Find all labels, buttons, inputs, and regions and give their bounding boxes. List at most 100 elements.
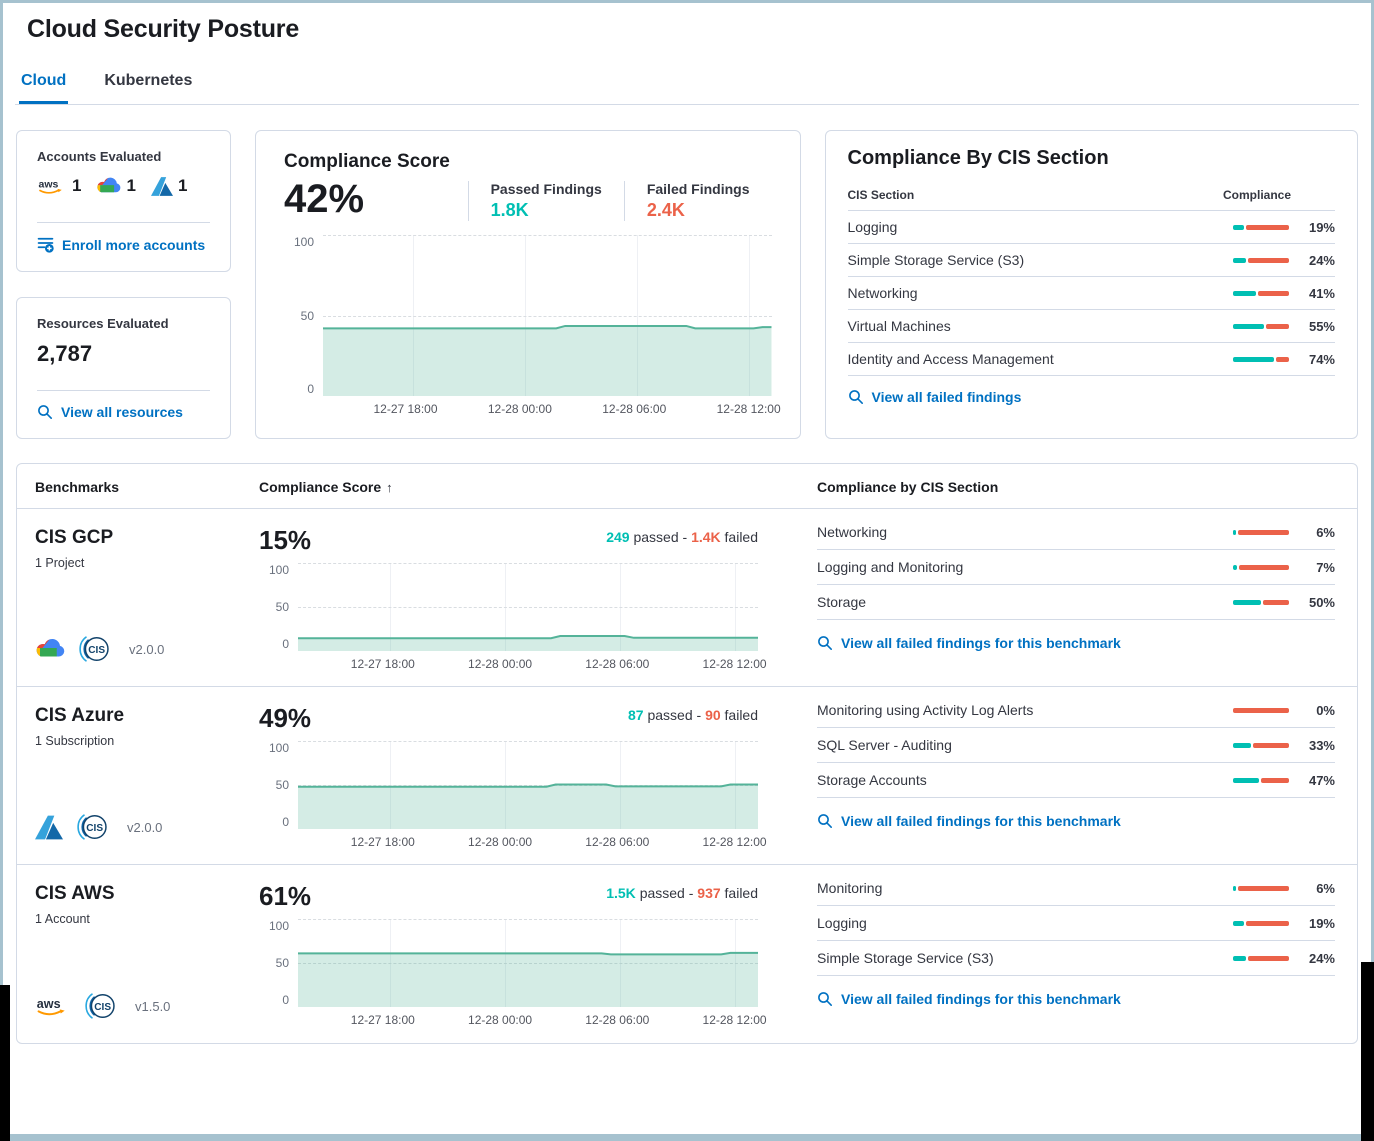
cis-section-row: Simple Storage Service (S3) 24% [847,243,1335,276]
azure-logo-icon [150,176,173,196]
benchmark-row-azure-info: CIS Azure 1 Subscription CIS v2.0.0 [17,687,259,865]
failed-findings-value: 2.4K [646,200,685,220]
cis-section-row: Identity and Access Management 74% [847,342,1335,375]
aws-account-count: aws 1 [38,176,82,195]
compliance-bar [1233,224,1289,230]
compliance-bar [1233,920,1289,926]
screenshot-artifact [0,985,10,1141]
compliance-bar [1233,529,1289,535]
compliance-bar [1233,599,1289,605]
cis-section-row: Virtual Machines 55% [847,309,1335,342]
cis-section-row: Simple Storage Service (S3) 24% [817,941,1335,976]
gcp-compliance-trend-chart [298,563,758,651]
card-divider [37,390,210,391]
compliance-bar [1233,707,1289,713]
passed-findings: Passed Findings 1.8K [467,181,624,221]
benchmark-version: v2.0.0 [129,641,165,657]
benchmark-name: CIS GCP [35,527,114,548]
compliance-score-card: Compliance Score 42% Passed Findings 1.8… [255,130,801,439]
gcp-logo-icon [36,638,65,657]
benchmark-pass-fail-summary: 1.5K passed - 937 failed [606,885,758,901]
tab-kubernetes[interactable]: Kubernetes [104,72,193,89]
benchmark-scope: 1 Account [35,912,90,926]
sort-ascending-icon: ↑ [386,480,393,495]
benchmark-score: 61% [259,881,312,911]
compliance-bar [1233,955,1289,961]
cis-logo-icon: CIS [77,814,107,840]
aws-logo-icon: aws [37,997,65,1016]
x-axis-labels: 12-27 18:00 12-28 00:00 12-28 06:00 12-28 1… [350,657,767,671]
cis-section-row: Storage Accounts 47% [817,763,1335,798]
search-icon [818,992,832,1006]
azure-logo-icon [35,815,63,839]
y-axis-labels: 100 50 0 [268,741,289,829]
compliance-bar [1233,323,1289,329]
x-axis-labels: 12-27 18:00 12-28 00:00 12-28 06:00 12-28 1… [373,402,781,416]
card-divider [37,222,210,223]
compliance-score-title: Compliance Score [284,151,450,172]
cis-section-row: Monitoring 6% [817,871,1335,906]
benchmark-row-gcp-info: CIS GCP 1 Project CIS v2.0.0 [17,509,259,687]
cis-section-row: Networking 6% [817,515,1335,550]
failed-findings: Failed Findings 2.4K [623,181,772,221]
cis-section-row: Logging and Monitoring 7% [817,550,1335,585]
overall-compliance-trend-chart [323,235,772,396]
search-icon [848,390,863,404]
tab-cloud[interactable]: Cloud [19,68,69,104]
compliance-score-column-header[interactable]: Compliance Score ↑ [259,464,786,509]
compliance-bar [1233,356,1289,362]
cis-logo-icon: CIS [85,993,115,1019]
y-axis-labels: 100 50 0 [268,919,289,1007]
svg-text:CIS: CIS [86,823,103,834]
benchmark-row-aws-info: CIS AWS 1 Account aws CIS v1.5.0 [17,865,259,1043]
passed-findings-label: Passed Findings [490,181,602,197]
compliance-column-header: Compliance [1223,188,1292,202]
benchmark-scope: 1 Project [35,556,85,570]
accounts-evaluated-card: Accounts Evaluated aws 1 1 1 [16,130,231,272]
resources-evaluated-count: 2,787 [37,341,93,366]
page-title: Cloud Security Posture [27,15,300,43]
benchmark-row-gcp-sections: Networking 6% Logging and Monitoring 7% … [786,509,1357,687]
view-all-failed-findings-link[interactable]: View all failed findings [848,376,1336,405]
benchmark-name: CIS Azure [35,705,125,726]
account-provider-counts: aws 1 1 1 [37,176,210,196]
enroll-more-accounts-link[interactable]: Enroll more accounts [37,223,210,253]
cis-logo-icon: CIS [79,636,109,662]
search-icon [38,405,52,419]
benchmark-pass-fail-summary: 249 passed - 1.4K failed [606,529,758,545]
y-axis-labels: 100 50 0 [293,235,314,396]
cloud-security-posture-page: Cloud Security Posture Cloud Kubernetes … [3,3,1371,1134]
cis-section-card-title: Compliance By CIS Section [847,147,1109,169]
benchmarks-column-header: Benchmarks [17,464,259,509]
resources-evaluated-card: Resources Evaluated 2,787 View all resou… [16,297,231,439]
benchmark-row-aws-score: 61% 1.5K passed - 937 failed 100 50 0 [259,865,786,1043]
cis-section-row: Logging 19% [817,906,1335,941]
benchmark-name: CIS AWS [35,883,115,904]
list-add-icon [37,237,54,253]
cis-section-column-header: CIS Section [847,188,915,202]
view-all-resources-link[interactable]: View all resources [37,391,210,420]
cis-section-row: Networking 41% [847,276,1335,309]
benchmarks-table: Benchmarks Compliance Score ↑ Compliance … [16,463,1358,1044]
gcp-logo-icon [97,177,121,193]
accounts-evaluated-title: Accounts Evaluated [37,149,162,164]
benchmark-pass-fail-summary: 87 passed - 90 failed [628,707,758,723]
resources-evaluated-title: Resources Evaluated [37,316,169,331]
tab-bar: Cloud Kubernetes [15,68,1359,105]
view-failed-findings-benchmark-link[interactable]: View all failed findings for this benchm… [817,798,1335,829]
benchmark-row-azure-sections: Monitoring using Activity Log Alerts 0% … [786,687,1357,865]
svg-text:CIS: CIS [94,1002,111,1013]
cis-section-row: Storage 50% [817,585,1335,620]
svg-text:CIS: CIS [88,645,105,656]
gcp-account-count: 1 [96,176,136,196]
compliance-bar [1233,257,1289,263]
compliance-bar [1233,742,1289,748]
page-header: Cloud Security Posture [3,3,1371,44]
compliance-bar [1233,564,1289,570]
view-failed-findings-benchmark-link[interactable]: View all failed findings for this benchm… [817,976,1335,1007]
benchmark-row-azure-score: 49% 87 passed - 90 failed 100 50 0 12- [259,687,786,865]
search-icon [818,636,832,650]
view-failed-findings-benchmark-link[interactable]: View all failed findings for this benchm… [817,620,1335,651]
aws-logo-icon: aws [39,179,62,194]
